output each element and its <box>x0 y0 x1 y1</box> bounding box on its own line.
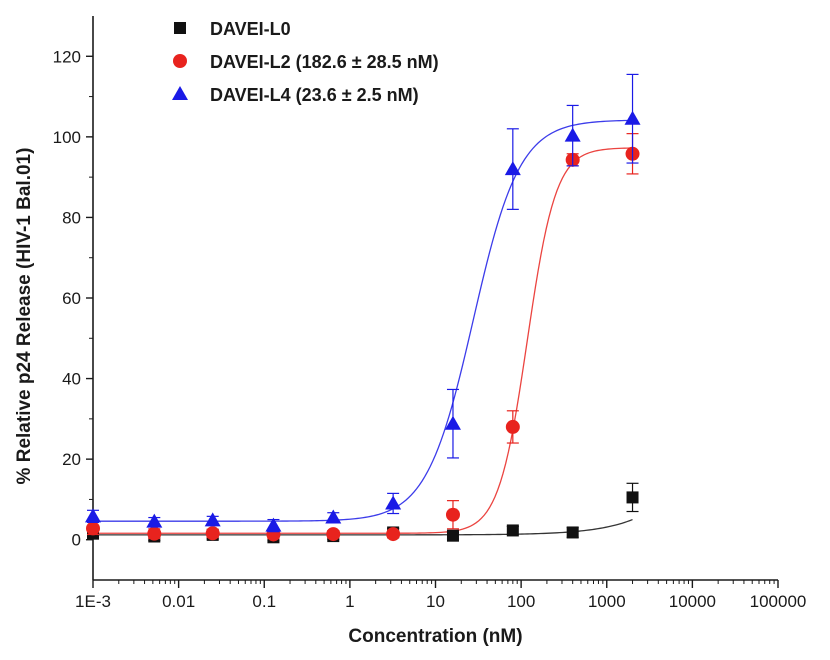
data-point <box>504 161 521 176</box>
data-point <box>325 509 342 524</box>
legend-label: DAVEI-L2 (182.6 ± 28.5 nM) <box>210 52 439 72</box>
data-point <box>505 419 520 434</box>
data-point <box>445 507 460 522</box>
data-point <box>626 491 639 504</box>
x-tick-label: 100 <box>507 592 535 611</box>
data-markers <box>85 73 641 544</box>
data-point <box>564 127 581 142</box>
data-point <box>326 527 341 542</box>
data-point <box>446 529 459 542</box>
x-tick-label: 100000 <box>750 592 807 611</box>
legend-marker <box>173 54 187 68</box>
y-tick-label: 100 <box>53 128 81 147</box>
data-point <box>624 110 641 125</box>
data-point <box>85 508 101 523</box>
data-point <box>506 524 519 537</box>
legend-label: DAVEI-L0 <box>210 19 291 39</box>
y-tick-label: 0 <box>72 531 81 550</box>
data-point <box>146 513 163 528</box>
y-axis-ticks: 0 20 40 60 80 100 120 <box>53 47 93 550</box>
x-axis-ticks: 1E-3 0.01 0.1 1 10 100 1000 10000 100000 <box>75 580 806 611</box>
data-point <box>86 521 100 536</box>
legend: DAVEI-L0 DAVEI-L2 (182.6 ± 28.5 nM) DAVEI-… <box>172 19 439 105</box>
plot-area: 1E-3 0.01 0.1 1 10 100 1000 10000 100000 0 20 40 60… <box>53 16 806 611</box>
fit-curves <box>93 119 633 536</box>
y-tick-label: 40 <box>62 370 81 389</box>
fit-curve-2 <box>93 147 633 534</box>
x-tick-label: 0.1 <box>252 592 276 611</box>
data-point <box>265 517 282 532</box>
series-2-points <box>86 133 640 542</box>
y-tick-label: 120 <box>53 47 81 66</box>
data-point <box>444 415 461 430</box>
y-tick-label: 20 <box>62 450 81 469</box>
legend-marker <box>172 86 188 100</box>
y-tick-label: 80 <box>62 208 81 227</box>
x-axis-title: Concentration (nM) <box>348 626 522 647</box>
y-axis-title: % Relative p24 Release (HIV-1 Bal.01) <box>14 148 35 485</box>
legend-item-1: DAVEI-L0 <box>174 19 291 39</box>
data-point <box>205 526 220 541</box>
data-point <box>147 526 162 541</box>
data-point <box>204 512 221 527</box>
x-tick-label: 10000 <box>669 592 716 611</box>
data-point <box>386 527 401 542</box>
fit-curve-3 <box>93 119 633 522</box>
y-tick-label: 60 <box>62 289 81 308</box>
data-point <box>566 526 579 539</box>
legend-item-2: DAVEI-L2 (182.6 ± 28.5 nM) <box>173 52 439 72</box>
data-point <box>385 495 402 510</box>
series-3-points <box>85 73 641 533</box>
legend-item-3: DAVEI-L4 (23.6 ± 2.5 nM) <box>172 85 419 105</box>
x-tick-label: 1E-3 <box>75 592 111 611</box>
x-tick-label: 1 <box>345 592 354 611</box>
x-tick-label: 10 <box>426 592 445 611</box>
x-tick-label: 1000 <box>588 592 626 611</box>
x-tick-label: 0.01 <box>162 592 195 611</box>
legend-marker <box>174 22 186 34</box>
legend-label: DAVEI-L4 (23.6 ± 2.5 nM) <box>210 85 419 105</box>
fit-curve-1 <box>93 518 633 536</box>
